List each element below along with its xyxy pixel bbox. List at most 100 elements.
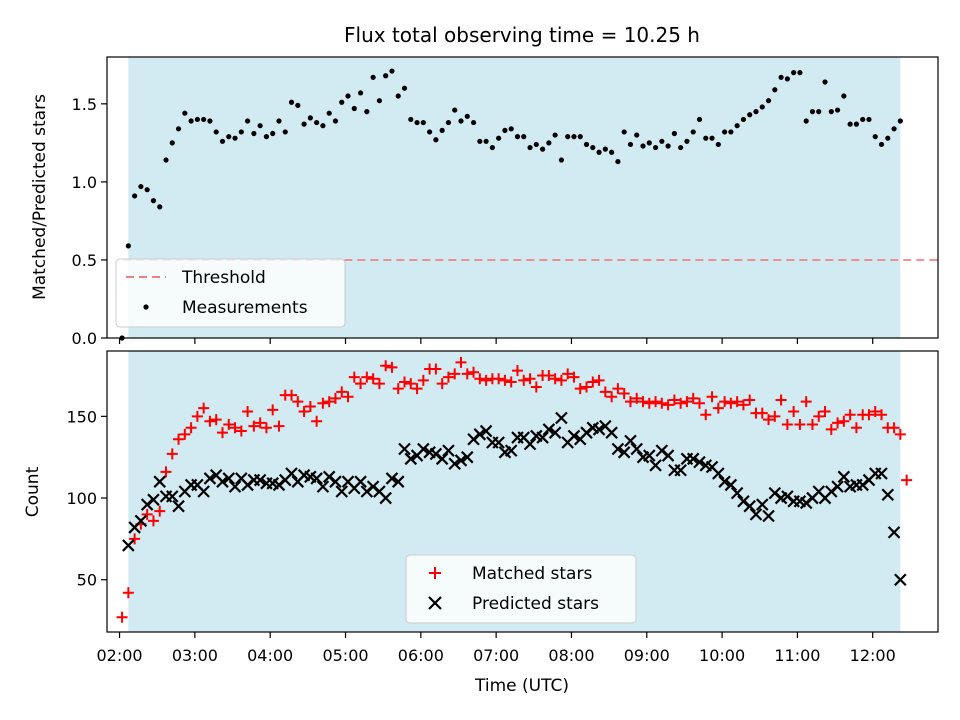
- legend-measurements-swatch: [143, 304, 149, 310]
- matched-star-point: [248, 420, 260, 432]
- matched-star-point: [442, 371, 454, 383]
- matched-star-point: [863, 409, 875, 421]
- measurement-point: [809, 109, 816, 115]
- matched-star-point: [819, 405, 831, 417]
- measurement-point: [552, 132, 558, 138]
- x-tick-label: 05:00: [322, 646, 368, 665]
- predicted-star-point: [147, 493, 160, 506]
- matched-star-point: [712, 402, 724, 414]
- matched-star-point: [876, 409, 888, 421]
- matched-star-point: [832, 417, 844, 429]
- measurement-point: [722, 129, 728, 135]
- predicted-star-point: [504, 444, 518, 457]
- matched-star-point: [336, 386, 348, 398]
- legend-predicted-swatch: [428, 596, 442, 610]
- matched-star-point: [838, 415, 850, 427]
- predicted-star-point: [894, 573, 907, 586]
- predicted-star-point: [165, 490, 179, 503]
- measurement-point: [646, 140, 652, 146]
- matched-star-point: [116, 611, 128, 623]
- matched-star-point: [311, 415, 323, 427]
- predicted-star-point: [536, 431, 549, 444]
- matched-star-point: [681, 396, 693, 408]
- predicted-star-point: [460, 450, 474, 464]
- matched-star-point: [813, 410, 825, 422]
- matched-star-point: [593, 374, 605, 386]
- measurement-point: [891, 126, 897, 132]
- predicted-star-point: [555, 411, 568, 425]
- measurement-point: [728, 129, 734, 135]
- measurement-point: [213, 129, 219, 135]
- measurement-point: [238, 129, 244, 135]
- matched-star-point: [260, 422, 272, 434]
- predicted-star-point: [442, 444, 455, 457]
- measurement-point: [860, 116, 866, 123]
- measurement-point: [138, 183, 144, 190]
- predicted-star-point: [253, 473, 267, 487]
- predicted-star-point: [523, 437, 537, 451]
- matched-star-point: [380, 360, 392, 372]
- matched-star-point: [399, 376, 411, 388]
- matched-star-point: [480, 374, 492, 386]
- measurement-point: [182, 110, 188, 116]
- measurement-point: [684, 138, 690, 144]
- measurement-point: [194, 116, 200, 123]
- predicted-star-point: [643, 449, 656, 462]
- predicted-star-point: [831, 480, 844, 493]
- measurement-point: [345, 93, 351, 99]
- measurement-point: [659, 138, 665, 144]
- x-tick-label: 06:00: [398, 646, 444, 665]
- measurement-point: [226, 134, 232, 140]
- matched-star-point: [204, 415, 216, 427]
- measurement-point: [690, 129, 696, 135]
- x-tick-label: 12:00: [850, 646, 896, 665]
- predicted-star-point: [649, 459, 662, 472]
- predicted-star-point: [730, 486, 744, 500]
- measurement-point: [295, 102, 301, 108]
- matched-star-point: [267, 404, 279, 416]
- predicted-star-point: [222, 472, 236, 485]
- measurement-point: [232, 135, 238, 141]
- predicted-star-point: [404, 452, 418, 466]
- measurement-point: [458, 118, 464, 124]
- measurement-point: [596, 149, 602, 155]
- matched-star-point: [436, 378, 448, 390]
- legend-predicted-label: Predicted stars: [472, 594, 599, 614]
- legend-threshold-label: Threshold: [181, 268, 266, 288]
- matched-star-point: [210, 414, 222, 426]
- y-tick-label: 150: [66, 407, 97, 426]
- predicted-star-point: [592, 423, 606, 436]
- y-tick-label: 100: [66, 489, 97, 508]
- measurement-point: [169, 140, 175, 146]
- matched-star-point: [286, 389, 298, 401]
- x-axis-label: Time (UTC): [474, 676, 569, 696]
- predicted-star-point: [661, 449, 675, 462]
- matched-star-point: [254, 417, 266, 429]
- chart-title: Flux total observing time = 10.25 h: [344, 23, 700, 47]
- predicted-star-point: [379, 491, 392, 505]
- measurement-point: [571, 134, 577, 140]
- measurement-point: [866, 116, 872, 123]
- measurement-point: [652, 144, 659, 151]
- measurement-point: [433, 137, 439, 143]
- measurement-point: [219, 138, 226, 144]
- predicted-star-point: [385, 472, 399, 485]
- matched-star-point: [298, 405, 310, 417]
- measurement-point: [370, 74, 376, 80]
- matched-star-point: [348, 371, 360, 383]
- predicted-star-point: [448, 457, 461, 471]
- measurement-point: [383, 73, 389, 79]
- measurement-point: [132, 193, 138, 199]
- matched-star-point: [392, 383, 404, 395]
- measurement-point: [828, 109, 834, 115]
- measurement-point: [314, 119, 320, 126]
- predicted-star-point: [335, 485, 349, 498]
- matched-star-point: [637, 396, 649, 408]
- y-tick-label: 1.5: [72, 95, 97, 114]
- matched-star-point: [147, 515, 159, 527]
- measurement-point: [558, 157, 565, 163]
- matched-star-point: [825, 423, 837, 435]
- measurement-point: [678, 144, 684, 151]
- matched-star-point: [373, 378, 385, 390]
- matched-star-point: [662, 399, 674, 411]
